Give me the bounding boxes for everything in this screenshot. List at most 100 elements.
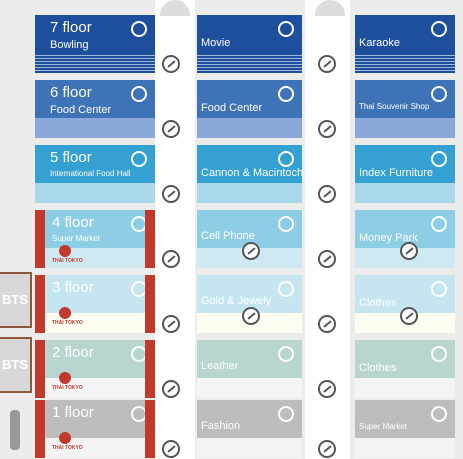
shop-name: Bowling <box>50 39 89 51</box>
shop-name: Thai Souvenir Shop <box>359 102 430 111</box>
stripe <box>35 58 155 59</box>
stripe <box>197 61 302 62</box>
shop-block-bottom <box>355 438 455 458</box>
pillar <box>315 0 345 16</box>
shop-icon <box>431 86 447 102</box>
red-bar <box>35 340 45 398</box>
bts-sign: BTS <box>0 337 32 393</box>
logo-text: THAI TOKYO <box>52 445 83 451</box>
stripe <box>197 64 302 65</box>
red-bar <box>35 400 45 458</box>
red-bar <box>35 275 45 333</box>
shop-icon <box>431 406 447 422</box>
shop-name: Gold & Jewely <box>201 295 272 307</box>
floor-label: 1 floor <box>52 404 94 421</box>
escalator <box>242 307 260 325</box>
logo <box>59 372 71 384</box>
shop-name: Karaoke <box>359 37 400 49</box>
escalator <box>318 380 336 398</box>
shop-name: Food Center <box>50 104 112 116</box>
logo-text: THAI TOKYO <box>52 385 83 391</box>
shop-icon <box>431 346 447 362</box>
floor-label: 4 floor <box>52 214 94 231</box>
shop-block-bottom <box>355 183 455 203</box>
logo <box>59 432 71 444</box>
floor-label: 6 floor <box>50 84 92 101</box>
shop-name: Money Park <box>359 232 418 244</box>
stripe <box>35 64 155 65</box>
shop-icon <box>431 21 447 37</box>
red-bar <box>35 210 45 268</box>
shop-icon <box>431 151 447 167</box>
shop-block-bottom <box>35 183 155 203</box>
shop-icon <box>278 86 294 102</box>
shop-name: Leather <box>201 360 239 372</box>
shop-block-bottom <box>355 378 455 398</box>
stripe <box>355 64 455 65</box>
shop-icon <box>278 346 294 362</box>
shop-icon <box>278 281 294 297</box>
escalator <box>162 440 180 458</box>
escalator <box>318 315 336 333</box>
shop-icon <box>278 151 294 167</box>
escalator <box>162 120 180 138</box>
escalator <box>162 315 180 333</box>
escalator <box>242 242 260 260</box>
shop-icon <box>431 281 447 297</box>
stripe <box>355 55 455 56</box>
shop-block-bottom <box>35 118 155 138</box>
red-bar <box>145 275 155 333</box>
stripe <box>197 58 302 59</box>
stripe <box>355 70 455 71</box>
red-bar <box>145 210 155 268</box>
shop-block-bottom <box>197 378 302 398</box>
escalator <box>318 250 336 268</box>
escalator <box>162 55 180 73</box>
shop-icon <box>131 151 147 167</box>
floor-label: 3 floor <box>52 279 94 296</box>
shop-icon <box>278 406 294 422</box>
escalator <box>162 185 180 203</box>
shop-name: Clothes <box>359 297 397 309</box>
escalator <box>400 242 418 260</box>
shop-name: Clothes <box>359 362 397 374</box>
shop-block-bottom <box>197 183 302 203</box>
escalator <box>400 307 418 325</box>
floor-label: 7 floor <box>50 19 92 36</box>
shop-block-bottom <box>197 118 302 138</box>
stripe <box>35 55 155 56</box>
stripe <box>197 67 302 68</box>
shop-name: Food Center <box>201 102 263 114</box>
shop-name: Super Market <box>359 422 408 431</box>
escalator <box>162 250 180 268</box>
stripe <box>35 70 155 71</box>
shop-name: Cannon & Macintoch <box>201 167 304 179</box>
shop-icon <box>131 86 147 102</box>
logo-text: THAI TOKYO <box>52 320 83 326</box>
shop-name: International Food Hall <box>50 169 131 178</box>
stripe <box>355 67 455 68</box>
stripe <box>355 58 455 59</box>
shop-block-bottom <box>355 118 455 138</box>
escalator <box>162 380 180 398</box>
shop-block-bottom <box>197 438 302 458</box>
stripe <box>35 67 155 68</box>
floor-label: 5 floor <box>50 149 92 166</box>
shop-icon <box>431 216 447 232</box>
floor-label: 2 floor <box>52 344 94 361</box>
shop-name: Cell Phone <box>201 230 255 242</box>
shop-name: Fashion <box>201 420 241 432</box>
escalator <box>318 120 336 138</box>
red-bar <box>145 340 155 398</box>
logo-text: THAI TOKYO <box>52 258 83 264</box>
stripe <box>355 61 455 62</box>
logo <box>59 307 71 319</box>
shop-name: Index Furniture <box>359 167 433 179</box>
escalator <box>318 185 336 203</box>
pillar <box>160 0 190 16</box>
shop-icon <box>278 21 294 37</box>
stripe <box>35 61 155 62</box>
bts-sign: BTS <box>0 272 32 328</box>
person-icon <box>10 410 20 450</box>
